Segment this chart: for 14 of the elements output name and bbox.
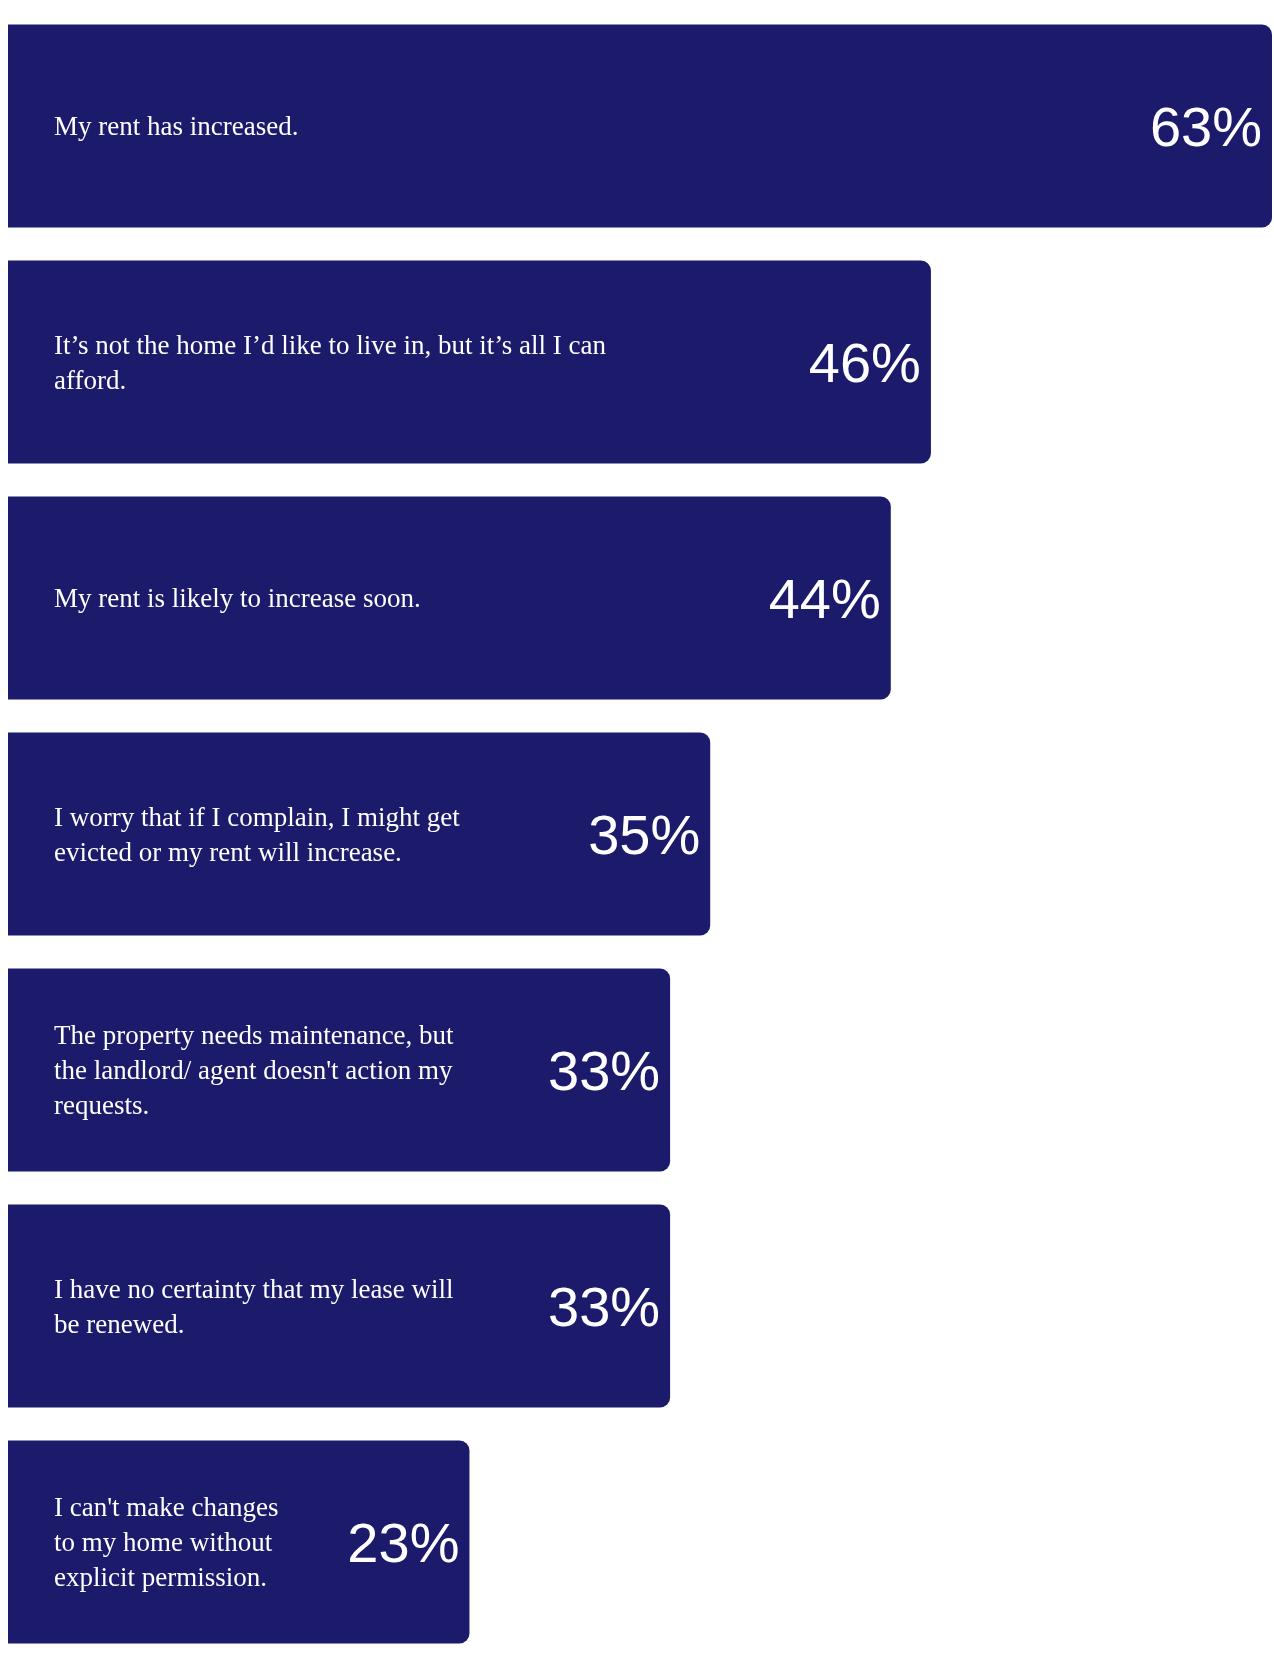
y-tick-label: My rent is likely to increase soon.	[54, 583, 421, 613]
data-label: 35%	[588, 802, 701, 866]
data-label: 44%	[768, 566, 881, 630]
data-label: 33%	[548, 1038, 661, 1102]
y-tick-label: I can't make changes to my home without explicit permission.	[54, 1492, 279, 1593]
y-tick-label: It’s not the home I’d like to live in, but it’s all I can afford.	[54, 330, 607, 396]
data-label: 63%	[1149, 94, 1262, 158]
y-tick-label: I worry that if I complain, I might get evicted or my rent will increase.	[54, 802, 461, 868]
data-label: 23%	[347, 1510, 460, 1574]
data-label: 33%	[548, 1274, 661, 1338]
y-tick-label: My rent has increased.	[54, 111, 299, 141]
data-label: 46%	[808, 330, 921, 394]
y-tick-label: I have no certainty that my lease will be renewed.	[54, 1274, 454, 1340]
y-tick-label: The property needs maintenance, but the landlord/ agent doesn't action my requests.	[54, 1020, 455, 1121]
